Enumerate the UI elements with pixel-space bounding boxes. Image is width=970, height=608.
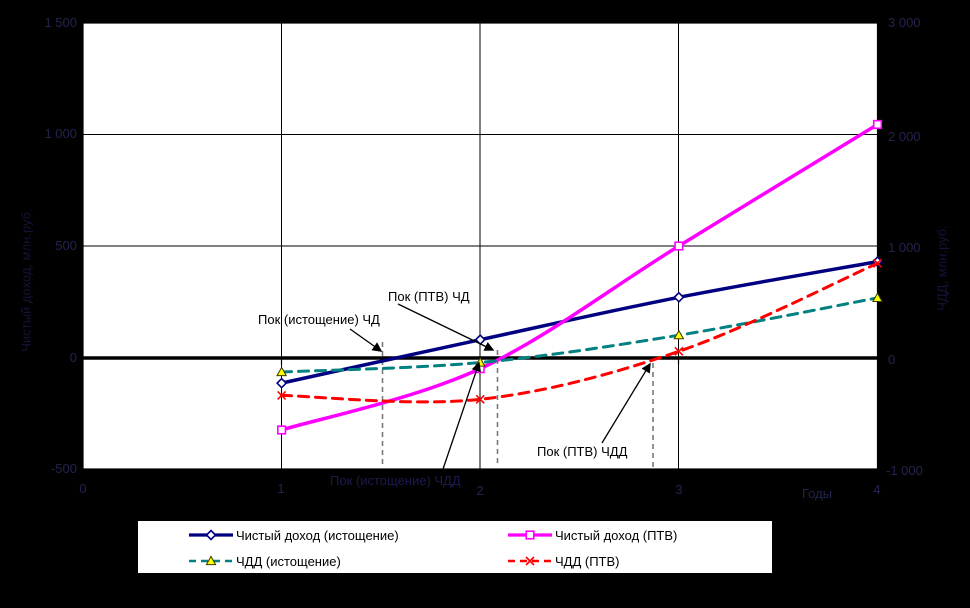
x-marker: [475, 394, 485, 404]
legend-line-sample: [189, 529, 233, 541]
x-axis-tick: 1: [277, 481, 285, 496]
legend-item-npv-ptv: ЧДД (ПТВ): [507, 553, 620, 569]
legend-item-net-income-ptv: Чистый доход (ПТВ): [507, 527, 678, 543]
right-axis-tick: 3 000: [888, 15, 921, 30]
legend-label: Чистый доход (истощение): [236, 527, 399, 543]
annotation-arrow: [441, 361, 481, 473]
series-layer: [275, 119, 884, 435]
x-marker: [674, 346, 684, 356]
left-axis-tick: 1 500: [44, 15, 77, 30]
legend-item-npv-depletion: ЧДД (истощение): [188, 553, 341, 569]
x-marker: [277, 390, 287, 400]
square-marker: [525, 530, 535, 540]
x-marker: [872, 258, 883, 268]
annotation-arrow: [601, 362, 651, 444]
triangle-marker: [205, 555, 217, 566]
left-axis-tick: -500: [50, 461, 77, 476]
annotation-arrows: [349, 303, 651, 473]
triangle-marker: [276, 366, 288, 377]
diamond-marker: [205, 529, 217, 541]
diamond-marker: [673, 291, 685, 303]
right-axis-tick: 1 000: [888, 240, 921, 255]
legend: Чистый доход (истощение) Чистый доход (П…: [137, 520, 773, 574]
x-axis-tick: 0: [79, 481, 87, 496]
annotation-payback-nd-depletion: Пок (истощение) ЧД: [258, 312, 380, 327]
right-axis-tick: 0: [888, 352, 896, 367]
right-axis-tick: 2 000: [888, 129, 921, 144]
legend-line-sample: [508, 556, 552, 566]
legend-label: Чистый доход (ПТВ): [555, 527, 678, 543]
annotation-payback-npv-ptv: Пок (ПТВ) ЧДД: [537, 444, 628, 459]
legend-line-sample: [189, 555, 233, 566]
annotation-arrow: [349, 328, 383, 352]
series-line-0: [279, 259, 880, 385]
legend-label: ЧДД (истощение): [236, 553, 341, 569]
left-axis-tick: 0: [69, 350, 77, 365]
square-marker: [674, 241, 684, 251]
annotation-arrow: [397, 303, 495, 351]
left-axis-tick: 500: [55, 238, 77, 253]
triangle-marker: [872, 292, 883, 302]
x-axis-tick: 2: [476, 483, 484, 498]
series-line-3: [280, 261, 879, 404]
right-axis-title: ЧДД, млн.руб.: [934, 225, 950, 311]
square-marker: [277, 425, 287, 435]
legend-item-net-income-depletion: Чистый доход (истощение): [188, 527, 399, 543]
x-axis-tick: 4: [873, 482, 881, 497]
diamond-marker: [275, 377, 288, 389]
left-axis-title: Чистый доход, млн.руб.: [18, 208, 34, 352]
triangle-marker: [673, 329, 685, 340]
x-axis-tick: 3: [675, 482, 683, 497]
series-line-1: [279, 122, 880, 432]
right-axis-tick: -1 000: [886, 463, 923, 478]
series-line-2: [280, 296, 879, 374]
x-axis-title: Годы: [802, 486, 833, 501]
annotation-payback-nd-ptv: Пок (ПТВ) ЧД: [388, 289, 470, 304]
square-marker: [872, 119, 883, 130]
legend-label: ЧДД (ПТВ): [555, 553, 620, 569]
legend-line-sample: [508, 530, 552, 540]
left-axis-tick: 1 000: [44, 126, 77, 141]
x-marker: [525, 556, 535, 566]
annotation-payback-npv-depletion: Пок (истощение) ЧДД: [330, 473, 461, 488]
payback-guide-lines: [381, 342, 654, 468]
